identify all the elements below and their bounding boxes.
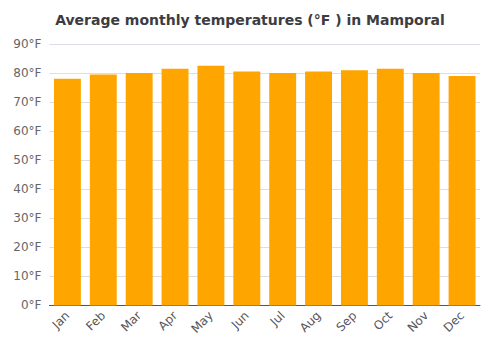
svg-text:0°F: 0°F [21,298,42,312]
svg-text:50°F: 50°F [13,153,41,167]
svg-text:May: May [188,309,215,336]
svg-text:80°F: 80°F [13,66,41,80]
svg-text:30°F: 30°F [13,211,41,225]
svg-text:Mar: Mar [118,308,144,334]
svg-text:Nov: Nov [405,309,431,335]
svg-text:90°F: 90°F [13,37,41,51]
svg-text:Aug: Aug [297,309,323,335]
svg-text:Average monthly temperatures (: Average monthly temperatures (°F ) in Ma… [55,12,445,28]
svg-text:60°F: 60°F [13,124,41,138]
svg-text:Jan: Jan [49,309,73,333]
svg-text:10°F: 10°F [13,269,41,283]
svg-text:70°F: 70°F [13,95,41,109]
svg-text:Dec: Dec [441,309,467,335]
svg-text:Jun: Jun [228,309,252,333]
svg-text:Apr: Apr [155,308,180,333]
svg-text:Jul: Jul [267,309,288,330]
svg-text:Feb: Feb [83,309,108,334]
svg-text:40°F: 40°F [13,182,41,196]
svg-text:20°F: 20°F [13,240,41,254]
svg-text:Oct: Oct [371,308,396,333]
svg-text:Sep: Sep [334,309,360,335]
